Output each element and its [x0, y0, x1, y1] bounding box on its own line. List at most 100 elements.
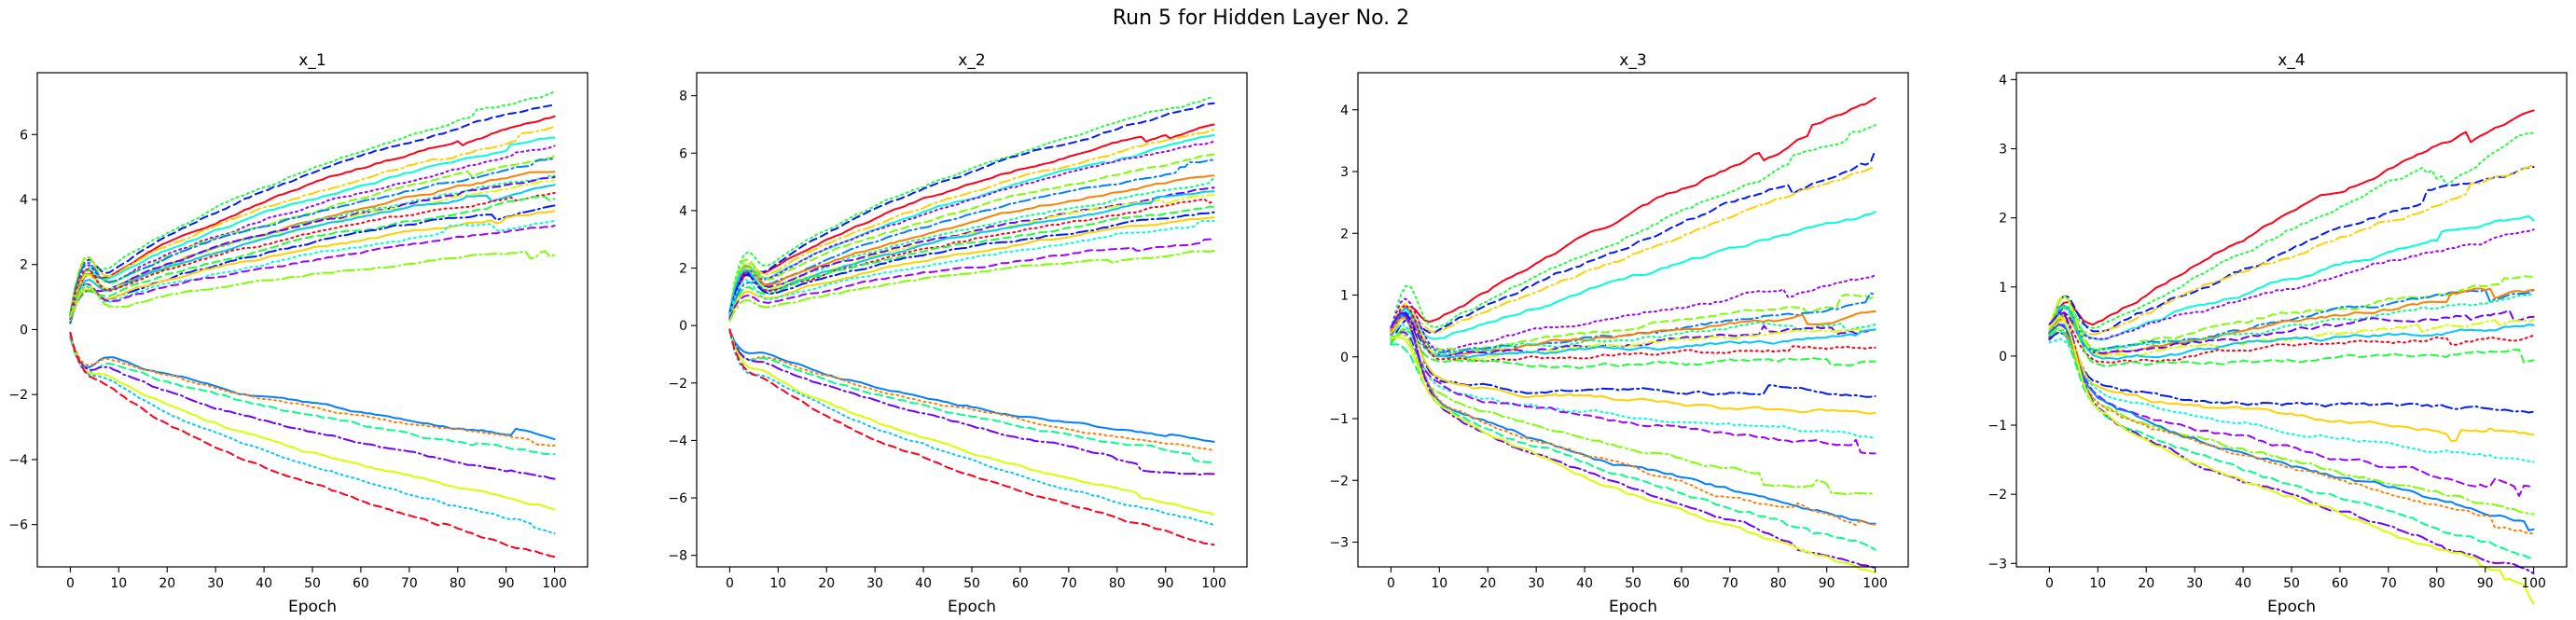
- y-tick-label: 4: [679, 204, 687, 219]
- panel-1: x_1 0 10 20 30 40 50 60 70 80 90 100 −6 −4 −2 0 2 4 6 Epoch: [8, 51, 589, 616]
- x-tick-label: 0: [1387, 576, 1395, 591]
- series-line-22: [2048, 329, 2535, 535]
- x-tick-label: 10: [110, 576, 127, 591]
- series-line-18: [2048, 338, 2535, 463]
- series-line-11: [69, 176, 556, 324]
- y-tick-label: 2: [1999, 212, 2007, 227]
- series-line-27: [69, 331, 556, 558]
- series-line-20: [69, 250, 556, 318]
- y-tick-label: 6: [679, 146, 687, 161]
- x-tick-label: 50: [2283, 576, 2300, 591]
- series-line-18: [69, 219, 556, 321]
- series-line-4: [69, 126, 556, 315]
- series-line-6: [728, 140, 1215, 319]
- y-tick-label: 1: [1340, 289, 1349, 304]
- series-line-1: [69, 115, 556, 323]
- series-line-20: [1390, 333, 1877, 496]
- y-tick-label: −3: [1329, 536, 1349, 551]
- x-tick-label: 0: [2045, 576, 2054, 591]
- series-group: [2048, 109, 2535, 605]
- series-line-24: [69, 335, 556, 480]
- y-tick-label: −2: [668, 377, 687, 392]
- series-line-15: [728, 205, 1215, 320]
- y-tick-label: −1: [1987, 419, 2007, 434]
- series-line-6: [69, 145, 556, 317]
- series-line-3: [728, 102, 1215, 320]
- series-line-25: [2048, 315, 2535, 605]
- x-tick-label: 80: [1109, 576, 1126, 591]
- x-tick-label: 50: [963, 576, 980, 591]
- series-line-3: [2048, 166, 2535, 333]
- series-line-17: [69, 210, 556, 322]
- y-tick-label: −4: [668, 434, 687, 448]
- series-line-25: [69, 333, 556, 511]
- x-tick-label: 100: [2521, 576, 2546, 591]
- y-tick-label: −1: [1329, 412, 1349, 427]
- series-line-23: [2048, 328, 2535, 559]
- y-tick-label: 8: [679, 90, 687, 104]
- y-tick-label: 3: [1999, 143, 2007, 158]
- y-tick-label: −2: [1987, 488, 2007, 503]
- series-line-26: [728, 330, 1215, 527]
- series-line-2: [69, 90, 556, 322]
- series-line-13: [728, 190, 1215, 313]
- series-line-23: [728, 328, 1215, 463]
- x-tick-label: 100: [542, 576, 567, 591]
- series-line-4: [2048, 164, 2535, 339]
- x-tick-label: 80: [450, 576, 466, 591]
- series-line-8: [728, 158, 1215, 320]
- y-tick-label: 6: [20, 128, 28, 143]
- y-tick-label: −3: [1987, 557, 2007, 572]
- x-tick-label: 90: [498, 576, 515, 591]
- panel-3: x_3 0 10 20 30 40 50 60 70 80 90 100 −3 −2 −1 0 1 2 3 4 Epoc…: [1329, 51, 1909, 616]
- series-line-14: [69, 192, 556, 317]
- x-tick-label: 100: [1863, 576, 1888, 591]
- x-axis-label: Epoch: [948, 598, 996, 616]
- x-tick-label: 70: [401, 576, 418, 591]
- series-line-5: [1390, 211, 1877, 340]
- x-tick-label: 60: [1012, 576, 1029, 591]
- series-line-17: [2048, 319, 2535, 442]
- series-line-1: [1390, 97, 1877, 340]
- series-line-10: [1390, 321, 1877, 356]
- series-line-21: [69, 336, 556, 441]
- series-line-11: [728, 186, 1215, 313]
- panel-title: x_3: [1619, 51, 1646, 70]
- series-line-1: [728, 123, 1215, 318]
- y-tick-label: 0: [1999, 350, 2007, 365]
- series-line-6: [1390, 274, 1877, 351]
- x-tick-label: 30: [1528, 576, 1544, 591]
- x-tick-label: 60: [353, 576, 369, 591]
- x-tick-label: 50: [1625, 576, 1641, 591]
- series-line-22: [1390, 316, 1877, 527]
- x-tick-label: 0: [726, 576, 734, 591]
- series-line-19: [728, 238, 1215, 320]
- series-line-7: [1390, 294, 1877, 351]
- series-line-2: [1390, 124, 1877, 330]
- series-line-5: [69, 136, 556, 321]
- panel-4: x_4 0 10 20 30 40 50 60 70 80 90 100 −3 −2 −1 0 1 2 3 4 Epoc…: [1987, 51, 2568, 616]
- y-tick-label: 2: [20, 258, 28, 273]
- series-line-12: [1390, 302, 1877, 361]
- panel-title: x_2: [958, 51, 985, 70]
- x-tick-label: 50: [304, 576, 321, 591]
- y-tick-label: 3: [1340, 165, 1349, 180]
- series-line-17: [1390, 317, 1877, 415]
- series-line-22: [69, 335, 556, 448]
- series-line-5: [2048, 214, 2535, 341]
- series-line-13: [69, 184, 556, 321]
- series-line-4: [728, 129, 1215, 314]
- series-line-19: [2048, 324, 2535, 497]
- series-line-23: [69, 337, 556, 456]
- series-line-14: [2048, 318, 2535, 364]
- y-tick-label: −6: [668, 491, 687, 506]
- series-group: [1390, 97, 1877, 574]
- x-tick-label: 60: [1673, 576, 1690, 591]
- series-line-13: [2048, 304, 2535, 360]
- y-tick-label: 4: [1340, 103, 1349, 118]
- series-group: [69, 90, 556, 558]
- x-tick-label: 40: [2235, 576, 2251, 591]
- y-tick-label: −2: [1329, 474, 1349, 489]
- series-line-25: [1390, 336, 1877, 574]
- x-tick-label: 20: [1479, 576, 1496, 591]
